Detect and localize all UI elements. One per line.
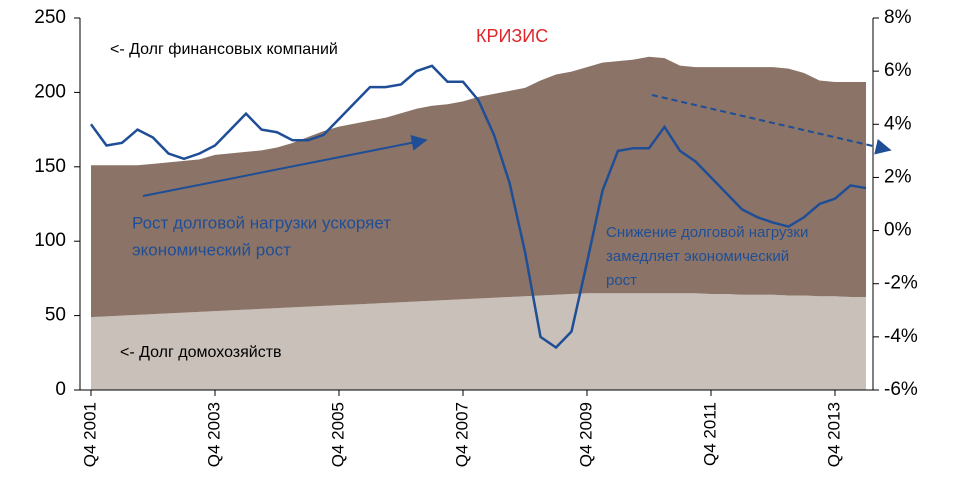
annotation: экономический рост (132, 240, 291, 259)
y2-tick-label: -2% (884, 273, 918, 294)
y2-tick-label: -4% (884, 326, 918, 347)
annotation: замедляет экономический (606, 248, 789, 265)
x-tick-label: Q4 2011 (700, 402, 719, 466)
arrow-dashed (651, 94, 892, 155)
area (91, 56, 866, 318)
y-tick-label: 50 (45, 305, 66, 326)
annotation: <- Долг домохозяйств (120, 344, 282, 361)
line (89, 64, 867, 350)
y2-tick-label: 0% (884, 220, 912, 241)
y-tick-label: 0 (55, 379, 66, 400)
y2-tick-label: 8% (884, 7, 912, 28)
x-tick-label: Q4 2005 (328, 402, 347, 467)
y2-tick-label: 6% (884, 60, 912, 81)
x-tick-label: Q4 2013 (824, 402, 843, 467)
x-tick-label: Q4 2001 (80, 402, 99, 467)
annotation: рост (606, 272, 637, 289)
x-tick-label: Q4 2007 (452, 402, 471, 467)
y2-tick-label: 4% (884, 113, 912, 134)
y2-tick-label: -6% (884, 379, 918, 400)
annotation: <- Долг финансовых компаний (110, 41, 338, 58)
y-tick-label: 100 (34, 230, 66, 251)
area (91, 293, 866, 390)
y-tick-label: 250 (34, 7, 66, 28)
annotation: Снижение долговой нагрузки (606, 224, 808, 241)
y-tick-label: 150 (34, 156, 66, 177)
x-tick-label: Q4 2003 (204, 402, 223, 467)
arrow (142, 134, 428, 197)
y-tick-label: 200 (34, 81, 66, 102)
y2-tick-label: 2% (884, 166, 912, 187)
annotation: Рост долговой нагрузки ускоряет (132, 213, 391, 232)
x-tick-label: Q4 2009 (576, 402, 595, 467)
annotation: КРИЗИС (476, 26, 548, 46)
